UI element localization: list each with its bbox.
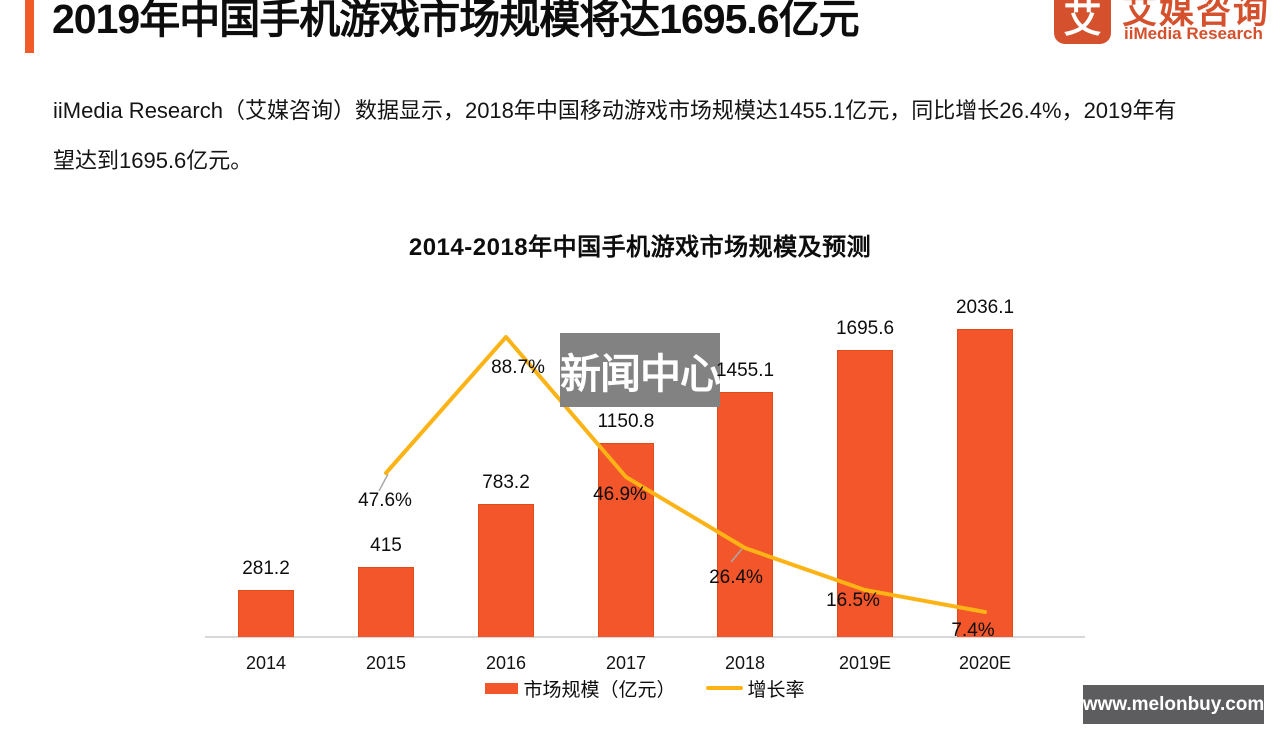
bar-value-label-2014: 281.2	[242, 558, 290, 579]
legend-item-market-size: 市场规模（亿元）	[485, 675, 676, 702]
legend-label-growth-rate: 增长率	[747, 679, 805, 701]
growth-rate-label-2019E: 16.5%	[826, 590, 880, 611]
iimedia-logo: 艾 艾媒咨询 iiMedia Research	[1054, 0, 1280, 47]
bar-value-label-2018: 1455.1	[715, 360, 775, 381]
news-center-watermark-text: 新闻中心	[560, 351, 720, 397]
logo-name-en: iiMedia Research	[1124, 24, 1263, 43]
news-center-watermark: 新闻中心	[560, 333, 720, 407]
iimedia-logo-icon: 艾	[1054, 0, 1111, 44]
bar-2015	[358, 567, 414, 637]
bar-value-label-2020E: 2036.1	[955, 297, 1015, 318]
bar-series-swatch-icon	[485, 682, 519, 694]
logo-name-cn: 艾媒咨询	[1122, 0, 1271, 31]
growth-rate-label-2017: 46.9%	[593, 484, 647, 505]
bar-value-label-2017: 1150.8	[597, 411, 655, 432]
bar-2017	[598, 443, 654, 637]
x-axis-label-2017: 2017	[605, 653, 647, 673]
x-axis-label-2018: 2018	[724, 653, 766, 673]
intro-line-2: 望达到1695.6亿元。	[53, 148, 253, 173]
growth-rate-label-2018: 26.4%	[709, 567, 763, 588]
x-axis-label-2020E: 2020E	[958, 653, 1012, 673]
label-leader-line	[378, 473, 389, 492]
bar-2014	[238, 590, 294, 637]
bar-value-label-2015: 415	[370, 535, 402, 556]
page-title: 2019年中国手机游戏市场规模将达1695.6亿元	[52, 0, 860, 42]
growth-rate-label-2016: 88.7%	[491, 357, 545, 378]
chart-title: 2014-2018年中国手机游戏市场规模及预测	[408, 234, 872, 261]
iimedia-logo-glyph: 艾	[1063, 0, 1102, 41]
intro-line-1: iiMedia Research（艾媒咨询）数据显示，2018年中国移动游戏市场…	[53, 98, 1177, 123]
bar-value-label-2016: 783.2	[482, 472, 530, 493]
legend-label-market-size: 市场规模（亿元）	[523, 679, 676, 701]
intro-paragraph: iiMedia Research（艾媒咨询）数据显示，2018年中国移动游戏市场…	[53, 86, 1213, 186]
line-series-swatch-icon	[705, 686, 743, 690]
x-axis-line	[205, 636, 1085, 638]
bar-2020E	[957, 329, 1013, 637]
x-axis-label-2014: 2014	[245, 653, 287, 673]
title-accent-bar	[25, 0, 34, 53]
growth-rate-label-2020E: 7.4%	[951, 620, 995, 641]
growth-rate-label-2015: 47.6%	[358, 490, 412, 511]
chart-legend: 市场规模（亿元） 增长率	[205, 675, 1085, 702]
bar-2016	[478, 504, 534, 637]
site-watermark: www.melonbuy.com	[1083, 685, 1264, 724]
x-axis-label-2015: 2015	[365, 653, 407, 673]
legend-item-growth-rate: 增长率	[705, 675, 805, 702]
x-axis-label-2019E: 2019E	[838, 653, 892, 673]
site-watermark-text: www.melonbuy.com	[1082, 693, 1265, 715]
bar-value-label-2019E: 1695.6	[835, 318, 895, 339]
x-axis-label-2016: 2016	[485, 653, 527, 673]
bar-2018	[717, 392, 773, 637]
